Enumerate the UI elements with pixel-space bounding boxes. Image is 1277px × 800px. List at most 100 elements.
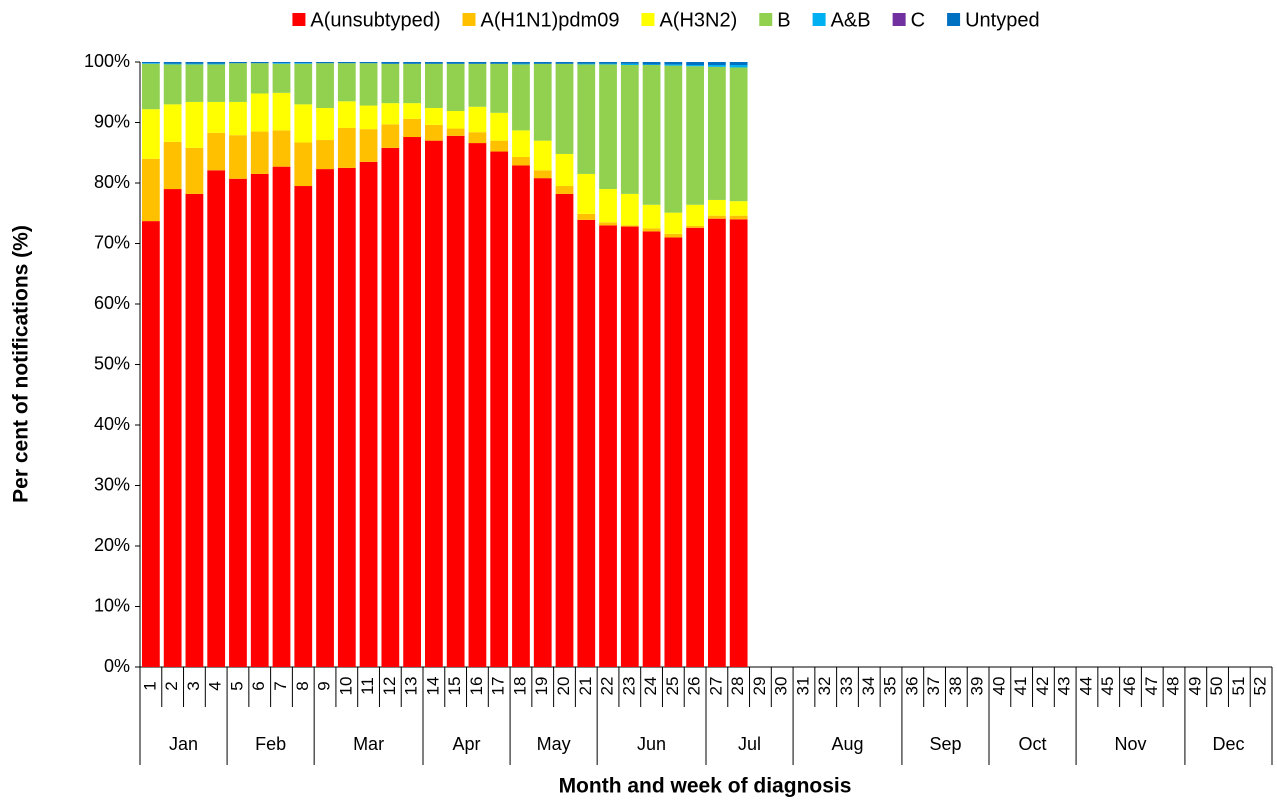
- bar-segment: [533, 140, 552, 171]
- x-tick-label: 6: [249, 681, 268, 690]
- bar-segment: [425, 63, 443, 108]
- bar-segment: [207, 170, 226, 668]
- x-tick-label: 7: [271, 681, 290, 690]
- x-tick-label: 29: [750, 677, 769, 696]
- month-label: Jan: [169, 734, 198, 754]
- x-tick-label: 49: [1185, 677, 1204, 696]
- bar-segment: [403, 137, 421, 667]
- bar-segment: [577, 213, 596, 220]
- x-tick-label: 26: [685, 677, 704, 696]
- x-tick-label: 43: [1055, 677, 1074, 696]
- month-label: Jun: [637, 734, 666, 754]
- legend-label: Untyped: [965, 9, 1040, 31]
- month-label: Sep: [929, 734, 961, 754]
- bar-segment: [512, 63, 530, 65]
- bar-segment: [686, 65, 704, 67]
- bar-segment: [425, 62, 443, 64]
- bar-segment: [468, 63, 487, 107]
- bar-segment: [337, 63, 356, 102]
- bar-segment: [185, 193, 204, 667]
- x-tick-label: 45: [1098, 677, 1117, 696]
- y-tick-label: 70%: [94, 232, 130, 252]
- x-tick-label: 8: [293, 681, 312, 690]
- bar-segment: [229, 63, 247, 102]
- bar-segment: [142, 63, 160, 110]
- bar-segment: [555, 63, 574, 154]
- bar-segment: [708, 66, 726, 200]
- bar-segment: [664, 62, 683, 65]
- bar-segment: [250, 62, 269, 64]
- legend-swatch: [641, 13, 655, 26]
- bar-segment: [250, 173, 269, 668]
- bar-segment: [642, 65, 661, 205]
- legend-label: A&B: [831, 9, 871, 31]
- bar-segment: [446, 128, 465, 136]
- bar-segment: [337, 167, 356, 667]
- bar-segment: [708, 65, 726, 67]
- bar-segment: [337, 62, 356, 64]
- x-tick-label: 27: [706, 677, 725, 696]
- bar-segment: [381, 103, 400, 125]
- x-tick-label: 28: [728, 677, 747, 696]
- y-tick-label: 30%: [94, 474, 130, 494]
- bar-segment: [272, 63, 291, 93]
- bar-segment: [512, 156, 530, 166]
- bar-segment: [664, 65, 683, 213]
- legend-swatch: [947, 13, 961, 26]
- y-tick-label: 90%: [94, 111, 130, 131]
- bar-segment: [272, 130, 291, 167]
- bar-segment: [599, 64, 617, 190]
- bar-segment: [163, 189, 182, 668]
- bar-segment: [185, 147, 204, 194]
- bar-segment: [512, 64, 530, 131]
- bar-segment: [359, 105, 378, 130]
- x-tick-label: 35: [881, 677, 900, 696]
- bar-segment: [359, 161, 378, 667]
- bar-segment: [359, 129, 378, 162]
- x-tick-label: 17: [489, 677, 508, 696]
- bar-segment: [142, 63, 160, 64]
- bar-segment: [468, 132, 487, 144]
- bar-segment: [272, 62, 291, 64]
- x-tick-label: 16: [467, 677, 486, 696]
- bar-segment: [729, 219, 748, 668]
- x-tick-label: 24: [641, 677, 660, 696]
- bar-segment: [490, 62, 509, 64]
- bar-segment: [185, 101, 204, 148]
- bar-segment: [229, 135, 247, 179]
- bar-segment: [686, 66, 704, 205]
- month-label: Jul: [738, 734, 761, 754]
- bar-segment: [555, 62, 574, 64]
- x-tick-label: 48: [1164, 677, 1183, 696]
- legend-label: A(H3N2): [659, 9, 737, 31]
- bar-segment: [207, 62, 226, 64]
- bar-segment: [577, 173, 596, 214]
- bar-segment: [207, 132, 226, 171]
- x-tick-label: 33: [837, 677, 856, 696]
- x-tick-label: 25: [663, 677, 682, 696]
- x-tick-label: 9: [315, 681, 334, 690]
- bar-segment: [316, 62, 334, 64]
- bar-segment: [142, 158, 160, 222]
- x-tick-label: 42: [1033, 677, 1052, 696]
- x-tick-label: 2: [162, 681, 181, 690]
- bar-segment: [272, 166, 291, 668]
- bar-segment: [425, 124, 443, 141]
- month-label: Dec: [1212, 734, 1244, 754]
- bar-segment: [664, 212, 683, 234]
- bar-segment: [577, 63, 596, 65]
- bar-segment: [359, 62, 378, 64]
- bar-segment: [316, 107, 334, 141]
- bar-segment: [446, 135, 465, 667]
- x-tick-label: 34: [859, 677, 878, 696]
- bar-segment: [708, 199, 726, 216]
- bar-segment: [708, 215, 726, 219]
- x-tick-label: 47: [1142, 677, 1161, 696]
- x-tick-label: 14: [423, 677, 442, 696]
- bar-segment: [490, 151, 509, 668]
- bar-segment: [512, 62, 530, 64]
- bar-segment: [207, 63, 226, 65]
- y-tick-label: 60%: [94, 293, 130, 313]
- month-label: Apr: [453, 734, 481, 754]
- bar-segment: [229, 178, 247, 667]
